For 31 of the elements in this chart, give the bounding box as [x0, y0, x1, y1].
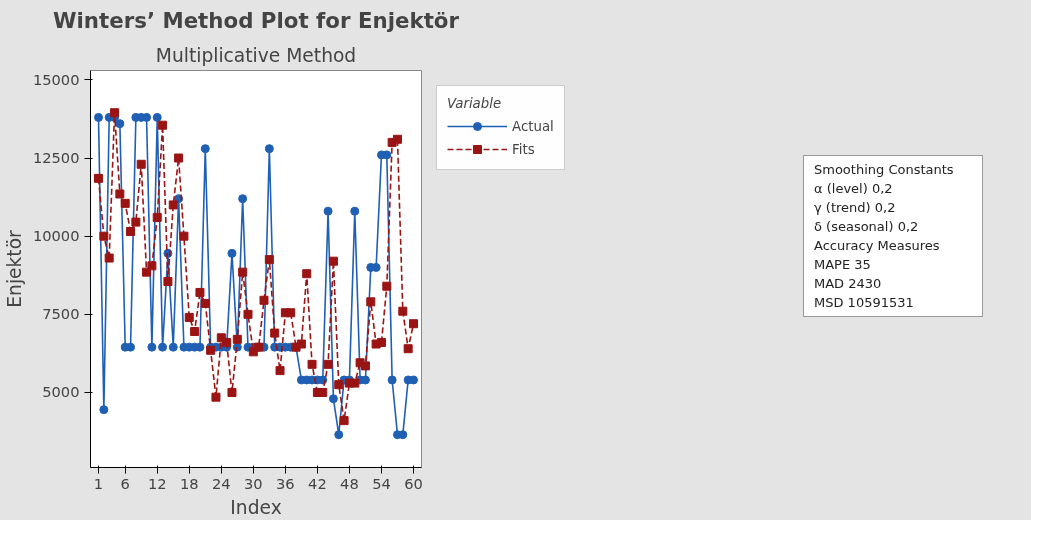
- y-tick-label: 5000: [42, 383, 80, 401]
- y-tick-label: 12500: [32, 149, 80, 167]
- x-tick-label: 54: [372, 474, 391, 492]
- x-tick-label: 24: [211, 474, 231, 492]
- legend-title: Variable: [447, 96, 503, 111]
- y-tick-label: 7500: [42, 305, 80, 323]
- y-tick-label: 15000: [32, 70, 80, 88]
- text: MSD 10591531: [814, 294, 915, 312]
- x-tick-label: 36: [276, 474, 295, 492]
- legend-label: Fits: [512, 141, 535, 157]
- text: Accuracy Measures: [814, 237, 941, 255]
- text: MAD 2430: [814, 275, 883, 293]
- chart-subtitle: Multiplicative Method: [155, 44, 357, 66]
- x-axis-title: Index: [230, 496, 282, 518]
- x-tick-label: 12: [147, 474, 167, 492]
- x-tick-label: 42: [308, 474, 327, 492]
- text: δ (seasonal) 0,2: [814, 218, 920, 236]
- text: γ (trend) 0,2: [814, 199, 897, 217]
- y-axis-title: Enjektör: [3, 229, 25, 308]
- legend-label: Actual: [512, 118, 554, 134]
- text: α (level) 0,2: [814, 180, 894, 198]
- text: MAPE 35: [814, 256, 872, 274]
- x-tick-label: 1: [93, 474, 104, 492]
- text: Smoothing Constants: [814, 161, 955, 179]
- x-tick-label: 48: [340, 474, 359, 492]
- y-tick-label: 10000: [32, 227, 80, 245]
- x-tick-label: 30: [244, 474, 263, 492]
- x-tick-label: 18: [179, 474, 199, 492]
- x-tick-label: 60: [404, 474, 423, 492]
- chart-title: Winters’ Method Plot for Enjektör: [53, 7, 460, 33]
- x-tick-label: 6: [120, 474, 130, 492]
